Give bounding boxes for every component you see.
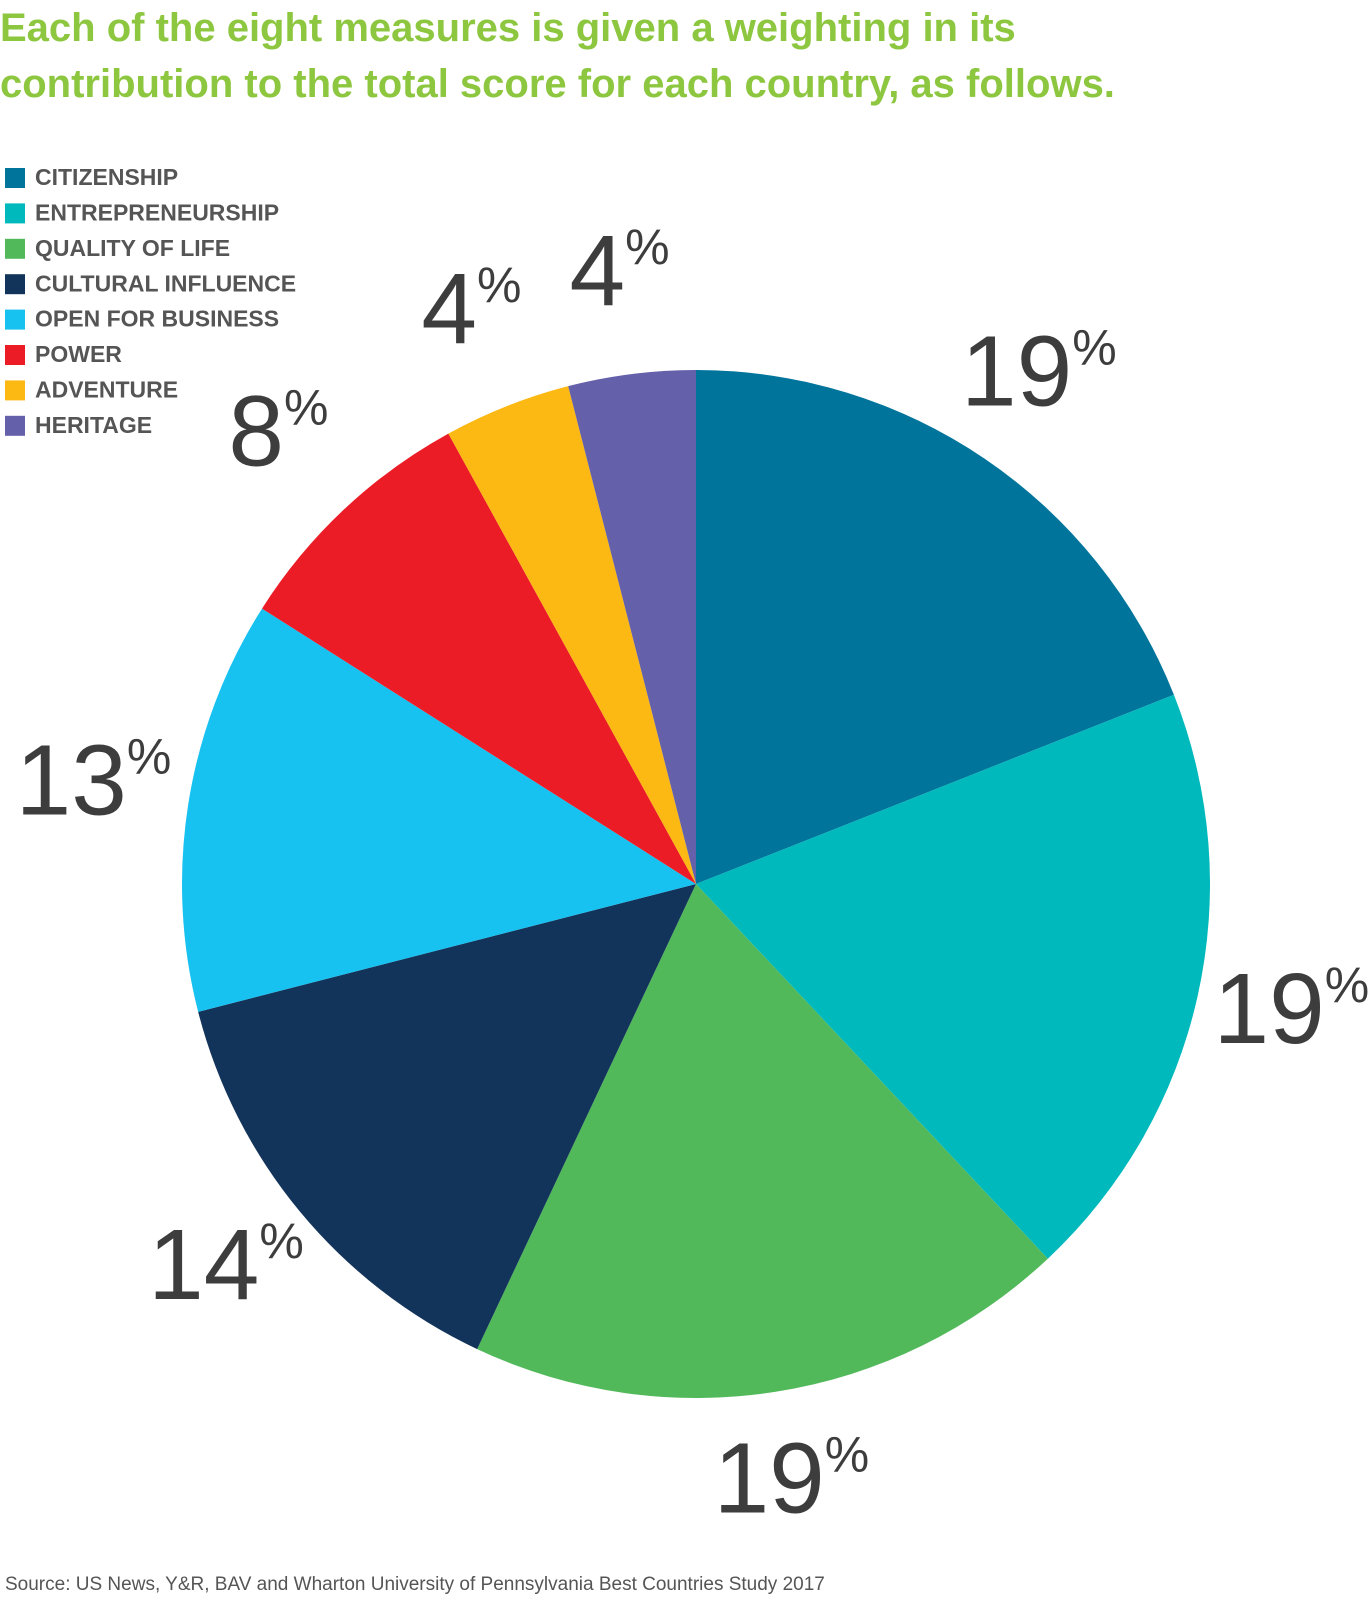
- legend-label: POWER: [35, 341, 122, 367]
- pie-slice: [568, 370, 696, 884]
- pie-slice: [448, 386, 696, 884]
- data-label: 19%: [714, 1423, 870, 1535]
- legend-label: OPEN FOR BUSINESS: [35, 306, 279, 332]
- legend-label: HERITAGE: [35, 412, 152, 438]
- data-label: 19%: [961, 316, 1117, 428]
- data-label: 8%: [228, 376, 328, 488]
- chart-title: Each of the eight measures is given a we…: [0, 6, 1115, 106]
- source: Source: US News, Y&R, BAV and Wharton Un…: [5, 1574, 825, 1595]
- data-label: 13%: [16, 725, 172, 837]
- pie-slice: [198, 884, 696, 1350]
- legend-swatch: [5, 238, 25, 259]
- legend-swatch: [5, 415, 25, 436]
- legend-swatch: [5, 168, 25, 188]
- legend-label: QUALITY OF LIFE: [35, 235, 230, 261]
- legend-label: CULTURAL INFLUENCE: [35, 270, 296, 296]
- data-label: 14%: [148, 1209, 304, 1321]
- legend-swatch: [5, 309, 25, 330]
- pie-slice: [696, 694, 1210, 1259]
- legend-swatch: [5, 203, 25, 224]
- pie-slice: [477, 884, 1048, 1398]
- legend-swatch: [5, 274, 25, 295]
- data-label: 19%: [1213, 953, 1369, 1065]
- legend-swatch: [5, 380, 25, 401]
- legend-label: ADVENTURE: [35, 376, 178, 402]
- pie-slice: [262, 433, 696, 884]
- pie-slice: [696, 370, 1174, 884]
- legend-label: CITIZENSHIP: [35, 164, 178, 190]
- legend-swatch: [5, 345, 25, 365]
- data-label: 4%: [569, 215, 669, 327]
- pie-slice: [182, 608, 697, 1012]
- data-label: 4%: [421, 253, 521, 365]
- legend-label: ENTREPRENEURSHIP: [35, 199, 279, 225]
